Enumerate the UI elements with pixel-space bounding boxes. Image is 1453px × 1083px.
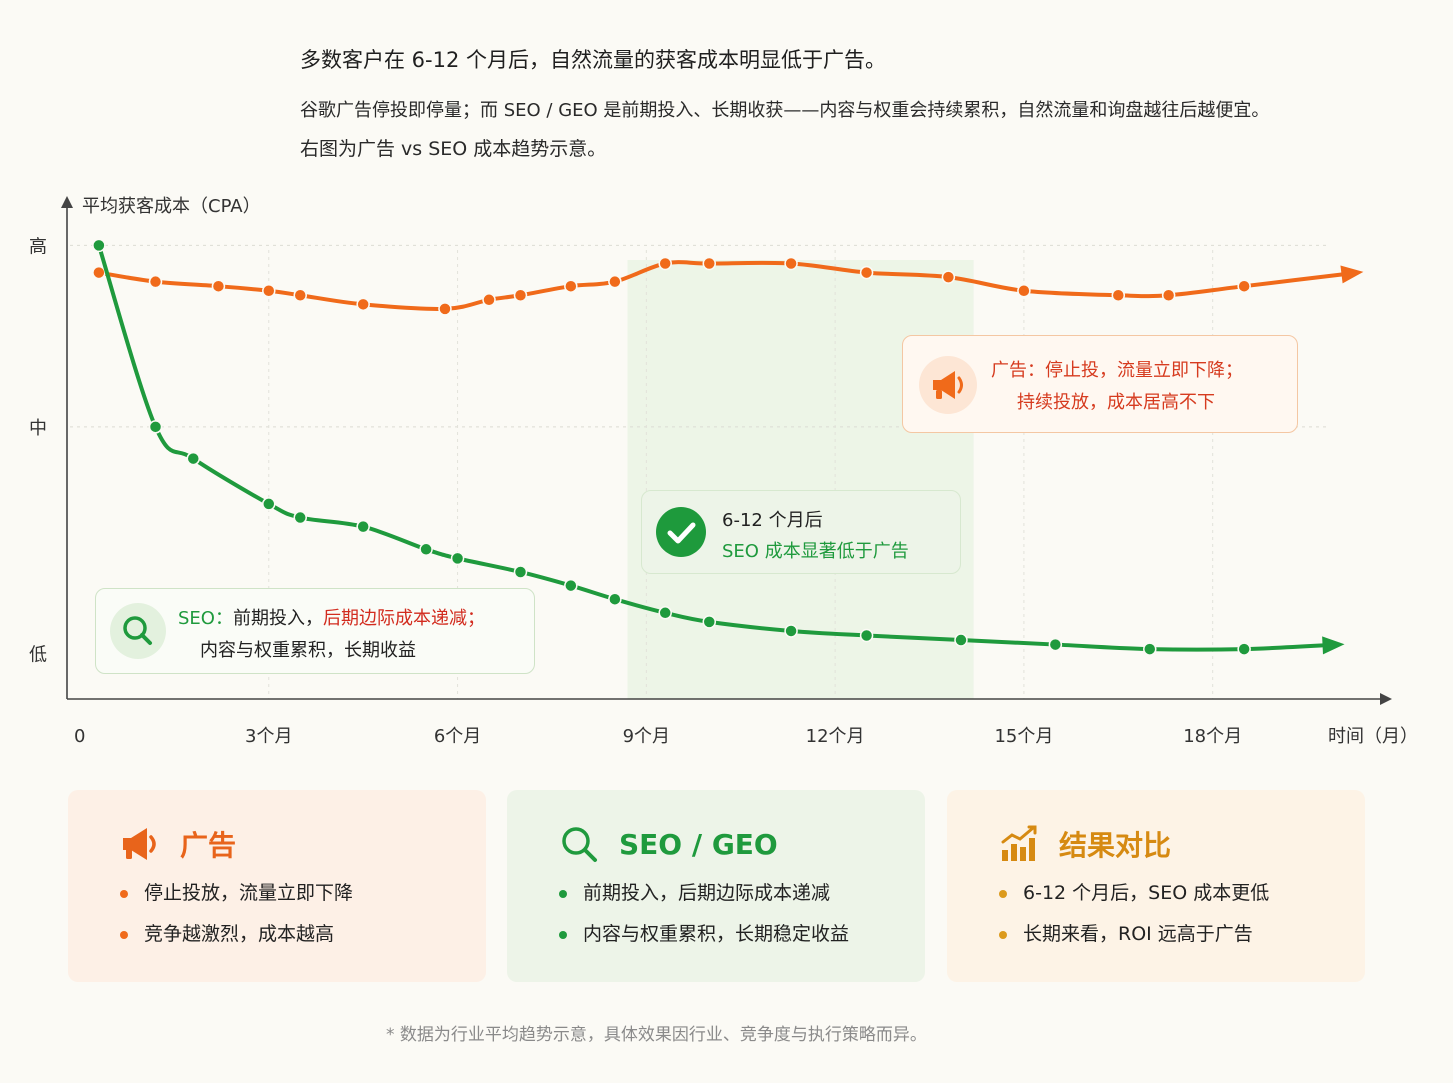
- data-point: [859, 628, 874, 643]
- seo-card-title: SEO / GEO: [619, 827, 778, 861]
- y-tick-label: 中: [29, 418, 47, 439]
- footnote: * 数据为行业平均趋势示意，具体效果因行业、竞争度与执行策略而异。: [386, 1025, 927, 1045]
- megaphone-icon: [123, 828, 156, 860]
- data-point: [859, 265, 874, 280]
- megaphone-icon: [919, 356, 977, 414]
- data-point: [564, 578, 578, 593]
- data-point: [186, 451, 201, 466]
- data-point: [262, 283, 276, 298]
- x-tick-label: 6个月: [434, 726, 481, 747]
- data-point: [941, 270, 956, 284]
- data-point: [293, 510, 307, 525]
- ads-callout-line-1: 广告：停止投，流量立即下降；: [991, 360, 1243, 381]
- list-item: 停止投放，流量立即下降: [120, 880, 353, 921]
- intro-line-2: 右图为广告 vs SEO 成本趋势示意。: [300, 138, 607, 160]
- data-point: [1143, 642, 1157, 656]
- x-axis-arrow: [1380, 693, 1392, 705]
- crossover-callout-line-2: SEO 成本显著低于广告: [722, 541, 909, 562]
- data-point: [92, 238, 106, 253]
- data-point: [658, 606, 672, 620]
- data-point: [1017, 283, 1031, 298]
- intro-line-1: 谷歌广告停投即停量；而 SEO / GEO 是前期投入、长期收获——内容与权重会…: [300, 100, 1270, 121]
- list-item: 竞争越激烈，成本越高: [120, 921, 353, 962]
- data-point: [1237, 279, 1251, 293]
- data-point: [954, 633, 968, 647]
- bar-chart-icon: [1001, 825, 1037, 861]
- data-point: [513, 288, 528, 303]
- seo-callout-line-1: SEO：前期投入，后期边际成本递减；: [178, 608, 485, 629]
- headline: 多数客户在 6-12 个月后，自然流量的获客成本明显低于广告。: [300, 48, 887, 72]
- y-tick-label: 高: [29, 236, 47, 257]
- x-axis-label: 时间（月）: [1328, 726, 1418, 747]
- data-point: [784, 256, 798, 271]
- y-axis-arrow: [61, 196, 73, 208]
- data-point: [262, 497, 276, 511]
- data-point: [608, 592, 622, 606]
- seo-card: SEO / GEO 前期投入，后期边际成本递减 内容与权重累积，长期稳定收益: [507, 790, 925, 982]
- data-point: [564, 279, 578, 293]
- data-point: [1161, 288, 1176, 303]
- seo-callout-line-2: 内容与权重累积，长期收益: [200, 640, 416, 661]
- data-point: [513, 565, 528, 579]
- ads-callout: 广告：停止投，流量立即下降； 持续投放，成本居高不下: [902, 335, 1298, 433]
- data-point: [702, 615, 717, 629]
- data-point: [356, 519, 370, 534]
- data-point: [658, 256, 672, 271]
- list-item: 6-12 个月后，SEO 成本更低: [999, 880, 1269, 921]
- data-point: [92, 265, 106, 280]
- ads-callout-line-2: 持续投放，成本居高不下: [1017, 392, 1215, 413]
- x-tick-label: 0: [74, 726, 85, 747]
- data-point: [356, 297, 370, 312]
- list-item: 长期来看，ROI 远高于广告: [999, 921, 1269, 962]
- x-tick-label: 15个月: [994, 726, 1053, 747]
- crossover-callout-line-1: 6-12 个月后: [722, 510, 823, 531]
- seo-callout: SEO：前期投入，后期边际成本递减； 内容与权重累积，长期收益: [95, 588, 535, 674]
- list-item: 内容与权重累积，长期稳定收益: [559, 921, 849, 962]
- data-point: [293, 288, 307, 303]
- search-icon: [110, 603, 166, 659]
- data-point: [608, 274, 622, 289]
- ads-card: 广告 停止投放，流量立即下降 竞争越激烈，成本越高: [68, 790, 486, 982]
- x-tick-label: 3个月: [245, 726, 292, 747]
- data-point: [148, 420, 163, 434]
- data-point: [450, 551, 465, 566]
- ads-card-title: 广告: [180, 829, 237, 862]
- data-point: [784, 624, 798, 638]
- series-arrow: [1340, 265, 1364, 284]
- highlight-band: [627, 260, 974, 699]
- x-tick-label: 18个月: [1183, 726, 1242, 747]
- data-point: [211, 279, 226, 293]
- data-point: [1048, 637, 1063, 652]
- data-point: [1111, 288, 1126, 303]
- crossover-callout: 6-12 个月后 SEO 成本显著低于广告: [641, 490, 961, 574]
- data-point: [419, 542, 433, 557]
- check-icon: [656, 507, 706, 557]
- data-point: [482, 293, 496, 307]
- x-tick-label: 12个月: [806, 726, 865, 747]
- y-tick-label: 低: [29, 645, 47, 666]
- data-point: [702, 256, 717, 271]
- list-item: 前期投入，后期边际成本递减: [559, 880, 849, 921]
- data-point: [438, 302, 452, 316]
- series-arrow: [1322, 636, 1345, 655]
- comparison-card-title: 结果对比: [1059, 829, 1172, 862]
- y-axis-label: 平均获客成本（CPA）: [82, 196, 261, 217]
- data-point: [1237, 642, 1251, 656]
- x-tick-label: 9个月: [623, 726, 670, 747]
- comparison-card: 结果对比 6-12 个月后，SEO 成本更低 长期来看，ROI 远高于广告: [947, 790, 1365, 982]
- cost-trend-chart: 平均获客成本（CPA） 时间（月） 低 中 高 0 3个月 6个月 9个月 12个月 15个月 18个…: [29, 196, 1418, 747]
- data-point: [148, 274, 163, 289]
- search-icon: [562, 827, 597, 862]
